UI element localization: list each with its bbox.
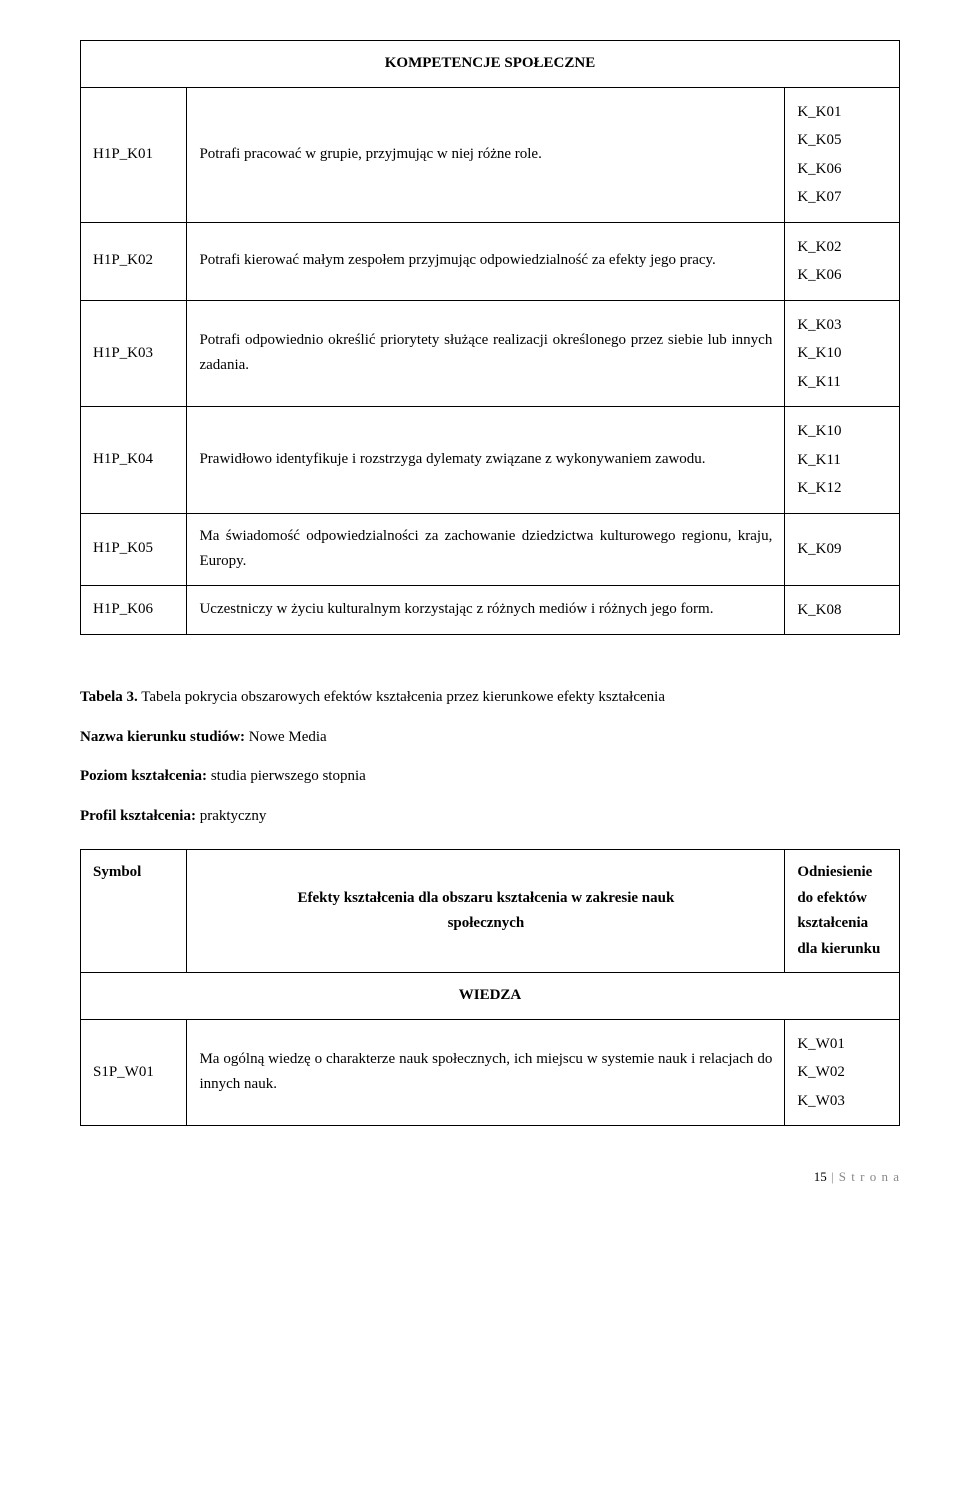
ref-code: K_K07 — [797, 183, 887, 212]
ref-code: K_W03 — [797, 1087, 887, 1116]
page-footer: 15 | S t r o n a — [80, 1166, 900, 1188]
section-header: KOMPETENCJE SPOŁECZNE — [81, 41, 900, 88]
field-label: Poziom kształcenia: — [80, 768, 207, 784]
row-refs: K_K03K_K10K_K11 — [785, 300, 900, 407]
table-row: H1P_K01Potrafi pracować w grupie, przyjm… — [81, 87, 900, 222]
row-description: Ma świadomość odpowiedzialności za zacho… — [187, 513, 785, 585]
ref-code: K_K05 — [797, 126, 887, 155]
row-code: H1P_K05 — [81, 513, 187, 585]
field-value: praktyczny — [196, 808, 266, 824]
row-refs: K_K08 — [785, 585, 900, 635]
field-value: Nowe Media — [245, 729, 327, 745]
row-description: Potrafi pracować w grupie, przyjmując w … — [187, 87, 785, 222]
ref-code: K_K02 — [797, 233, 887, 262]
table-row: H1P_K03Potrafi odpowiednio określić prio… — [81, 300, 900, 407]
table3-intro: Tabela 3. Tabela pokrycia obszarowych ef… — [80, 685, 900, 829]
caption-text: Tabela pokrycia obszarowych efektów kszt… — [138, 689, 665, 705]
field-label: Nazwa kierunku studiów: — [80, 729, 245, 745]
row-code: H1P_K03 — [81, 300, 187, 407]
ref-code: K_W02 — [797, 1058, 887, 1087]
ref-code: K_K11 — [797, 368, 887, 397]
row-refs: K_K09 — [785, 513, 900, 585]
header-symbol: Symbol — [81, 850, 187, 973]
ref-code: K_K06 — [797, 155, 887, 184]
row-description: Potrafi kierować małym zespołem przyjmuj… — [187, 222, 785, 300]
row-code: H1P_K06 — [81, 585, 187, 635]
row-description: Ma ogólną wiedzę o charakterze nauk społ… — [187, 1019, 785, 1126]
table-header-row: Symbol Efekty kształcenia dla obszaru ks… — [81, 850, 900, 973]
row-refs: K_W01K_W02K_W03 — [785, 1019, 900, 1126]
row-refs: K_K02K_K06 — [785, 222, 900, 300]
row-code: H1P_K04 — [81, 407, 187, 514]
footer-sep: | — [827, 1169, 839, 1184]
competencies-table: KOMPETENCJE SPOŁECZNE H1P_K01Potrafi pra… — [80, 40, 900, 635]
ref-code: K_K10 — [797, 417, 887, 446]
row-code: H1P_K01 — [81, 87, 187, 222]
row-refs: K_K10K_K11K_K12 — [785, 407, 900, 514]
header-reference: Odniesienie do efektów kształcenia dla k… — [785, 850, 900, 973]
table-row: S1P_W01Ma ogólną wiedzę o charakterze na… — [81, 1019, 900, 1126]
table-row: H1P_K02Potrafi kierować małym zespołem p… — [81, 222, 900, 300]
caption-label: Tabela 3. — [80, 689, 138, 705]
ref-code: K_K12 — [797, 474, 887, 503]
effects-table: Symbol Efekty kształcenia dla obszaru ks… — [80, 849, 900, 1126]
ref-code: K_K03 — [797, 311, 887, 340]
field-label: Profil kształcenia: — [80, 808, 196, 824]
table-row: H1P_K06Uczestniczy w życiu kulturalnym k… — [81, 585, 900, 635]
table-row: H1P_K05Ma świadomość odpowiedzialności z… — [81, 513, 900, 585]
field-value: studia pierwszego stopnia — [207, 768, 366, 784]
page-number: 15 — [814, 1169, 827, 1184]
row-description: Potrafi odpowiednio określić priorytety … — [187, 300, 785, 407]
row-code: S1P_W01 — [81, 1019, 187, 1126]
row-description: Uczestniczy w życiu kulturalnym korzysta… — [187, 585, 785, 635]
ref-code: K_K11 — [797, 446, 887, 475]
section-header: WIEDZA — [81, 973, 900, 1020]
ref-code: K_K06 — [797, 261, 887, 290]
table-row: H1P_K04Prawidłowo identyfikuje i rozstrz… — [81, 407, 900, 514]
ref-code: K_W01 — [797, 1030, 887, 1059]
row-description: Prawidłowo identyfikuje i rozstrzyga dyl… — [187, 407, 785, 514]
ref-code: K_K01 — [797, 98, 887, 127]
footer-label: S t r o n a — [839, 1169, 900, 1184]
ref-code: K_K08 — [797, 596, 887, 625]
ref-code: K_K10 — [797, 339, 887, 368]
row-refs: K_K01K_K05K_K06K_K07 — [785, 87, 900, 222]
row-code: H1P_K02 — [81, 222, 187, 300]
header-effects: Efekty kształcenia dla obszaru kształcen… — [187, 850, 785, 973]
ref-code: K_K09 — [797, 535, 887, 564]
